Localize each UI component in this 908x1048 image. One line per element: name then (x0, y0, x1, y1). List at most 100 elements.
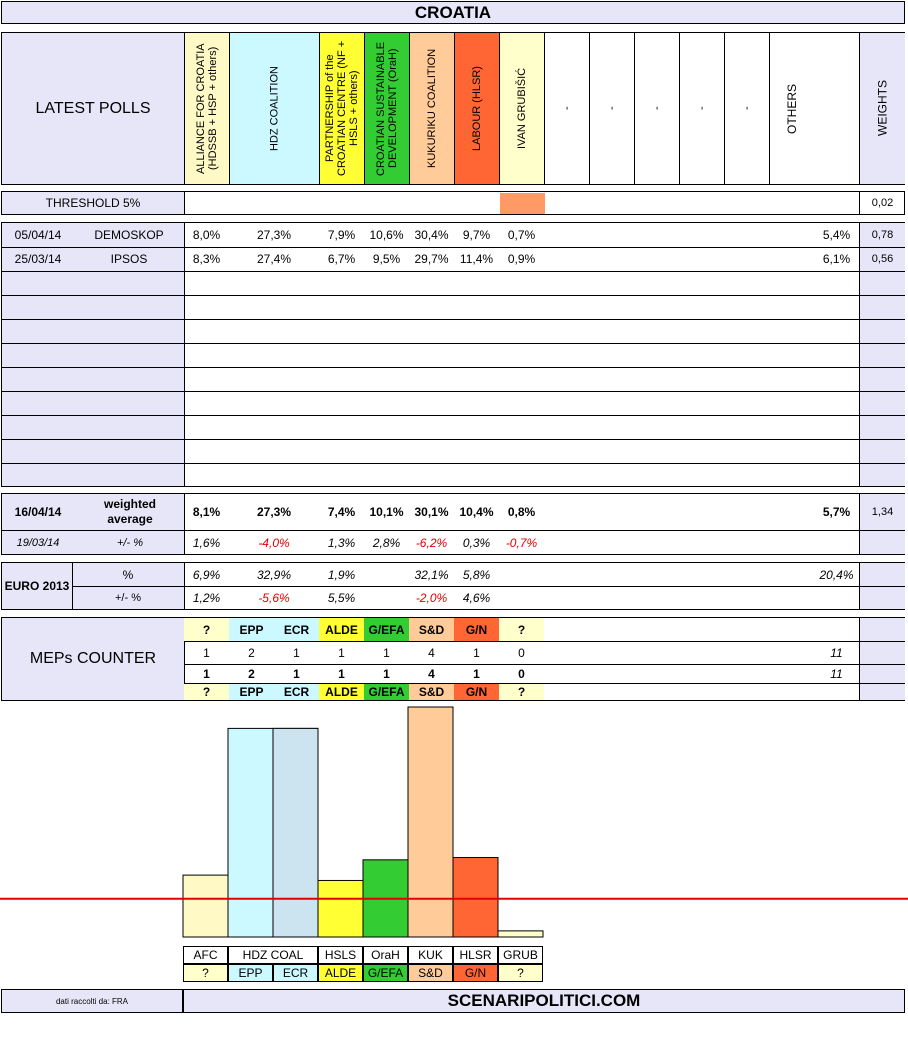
mep-group: G/EFA (364, 684, 409, 700)
average-delta: 2,8% (372, 535, 401, 550)
latest-polls-label: LATEST POLLS (2, 33, 184, 184)
chart-category-label: KUK (408, 946, 453, 964)
poll-institute: DEMOSKOP (94, 228, 164, 242)
party-header-8: - (544, 33, 589, 184)
euro-value: 32,1% (414, 567, 449, 582)
poll-date: 25/03/14 (14, 252, 62, 266)
mep-count-bold: 4 (428, 667, 435, 681)
mep-group: ALDE (319, 684, 364, 700)
party-header-6: LABOUR (HLSR) (454, 33, 499, 184)
average-value: 10,4% (459, 505, 494, 519)
euro-value: 6,9% (192, 567, 221, 582)
chart-category-label: AFC (183, 946, 228, 964)
euro-delta: -5,6% (258, 590, 290, 605)
header-block: LATEST POLLS WEIGHTS ALLIANCE FOR CROATI… (1, 32, 905, 185)
poll-value: 0,9% (507, 252, 536, 266)
poll-weight: 0,78 (871, 229, 894, 241)
chart-category-label: GRUB (498, 946, 543, 964)
poll-value: 27,3% (256, 228, 292, 242)
mep-count-bold: 1 (293, 667, 300, 681)
average-date: 16/04/14 (14, 505, 62, 519)
threshold-marker (500, 193, 545, 214)
footer-site: SCENARIPOLITICI.COM (183, 989, 905, 1013)
chart-group-label: S&D (408, 964, 453, 982)
mep-group: S&D (409, 684, 454, 700)
chart-group-label: ? (183, 964, 228, 982)
chart-group-label: ALDE (318, 964, 363, 982)
mep-count: 2 (248, 646, 255, 660)
mep-group: ? (184, 618, 229, 641)
others-header: OTHERS (769, 33, 814, 184)
average-delta: 0,3% (462, 535, 491, 550)
mep-count-bold: 1 (203, 667, 210, 681)
row-divider (2, 271, 905, 272)
euro-delta (499, 586, 544, 609)
average-delta: 1,3% (327, 535, 356, 550)
chart-group-label: EPP (228, 964, 273, 982)
mep-count: 4 (428, 646, 435, 660)
euro-delta: 5,5% (327, 590, 356, 605)
mep-count: 1 (473, 646, 480, 660)
chart-category-label: HDZ COAL (228, 946, 318, 964)
mep-count: 0 (518, 646, 525, 660)
euro-delta-label: +/- % (115, 591, 141, 604)
row-divider (2, 343, 905, 344)
weights-header: WEIGHTS (860, 33, 905, 184)
mep-count: 1 (203, 646, 210, 660)
party-header-1: ALLIANCE FOR CROATIA (HDSSB + HSP + othe… (184, 33, 229, 184)
average-block: 16/04/14 weighted average 19/03/14 +/- %… (1, 493, 905, 555)
mep-group: ECR (274, 618, 319, 641)
mep-group: G/EFA (364, 618, 409, 641)
previous-date: 19/03/14 (16, 536, 60, 549)
poll-value: 30,4% (414, 228, 449, 242)
poll-institute: IPSOS (110, 252, 148, 266)
euro-pct-label: % (122, 567, 134, 582)
meps-total-1: 11 (830, 646, 843, 660)
average-value: 7,4% (327, 505, 356, 519)
average-value: 27,3% (256, 505, 292, 519)
mep-group: EPP (229, 618, 274, 641)
row-divider (2, 439, 905, 440)
mep-count-bold: 1 (473, 667, 480, 681)
bar-chart (0, 700, 908, 990)
poll-value: 7,9% (327, 228, 356, 242)
chart-labels: AFC HDZ COAL HSLS OraH KUK HLSR GRUB? EPP ECR ALD… (183, 946, 545, 983)
average-label: weighted average (103, 497, 156, 526)
chart-category-label: HSLS (318, 946, 363, 964)
bar-AFC (182, 874, 229, 938)
average-delta: -4,0% (258, 535, 290, 550)
mep-group: ? (184, 684, 229, 700)
mep-group: S&D (409, 618, 454, 641)
poll-value: 6,7% (327, 252, 356, 266)
poll-weight: 0,56 (871, 253, 894, 265)
bar-ecr-part (272, 727, 319, 938)
poll-others: 5,4% (822, 228, 851, 242)
mep-group: ? (499, 684, 544, 700)
euro-delta (364, 586, 409, 609)
euro-value: 5,8% (462, 567, 491, 582)
party-header-5: KUKURIKU COALITION (409, 33, 454, 184)
average-delta: -6,2% (415, 535, 448, 550)
row-divider (2, 415, 905, 416)
chart-category-label: HLSR (453, 946, 498, 964)
party-header-11: - (679, 33, 724, 184)
chart-group-label: ECR (273, 964, 318, 982)
party-header-4: CROATIAN SUSTAINABLE DEVELOPMENT (OraH) (364, 33, 409, 184)
threshold-row: THRESHOLD 5% 0,02 (1, 191, 905, 215)
mep-count-bold: 1 (338, 667, 345, 681)
meps-label: MEPs COUNTER (2, 618, 184, 700)
threshold-weight: 0,02 (871, 197, 894, 209)
bar-chart-svg (0, 706, 908, 938)
euro-block: EURO 2013 % +/- % 20,4% 6,9% 32,9% 1,9% 32,… (1, 562, 905, 610)
euro-others: 20,4% (819, 567, 854, 582)
poll-value: 9,5% (372, 252, 401, 266)
mep-count-bold: 2 (248, 667, 255, 681)
polls-table: 05/04/14 DEMOSKOP 8,0% 27,3% 7,9% 10,6% 30,4% 9… (1, 222, 905, 487)
euro-value (499, 563, 544, 586)
poll-value: 8,0% (192, 228, 221, 242)
footer-credit: dati raccolti da: FRA (55, 996, 129, 1006)
mep-group: ECR (274, 684, 319, 700)
mep-group: G/N (454, 618, 499, 641)
euro-delta: 4,6% (462, 590, 491, 605)
poll-value: 29,7% (414, 252, 449, 266)
